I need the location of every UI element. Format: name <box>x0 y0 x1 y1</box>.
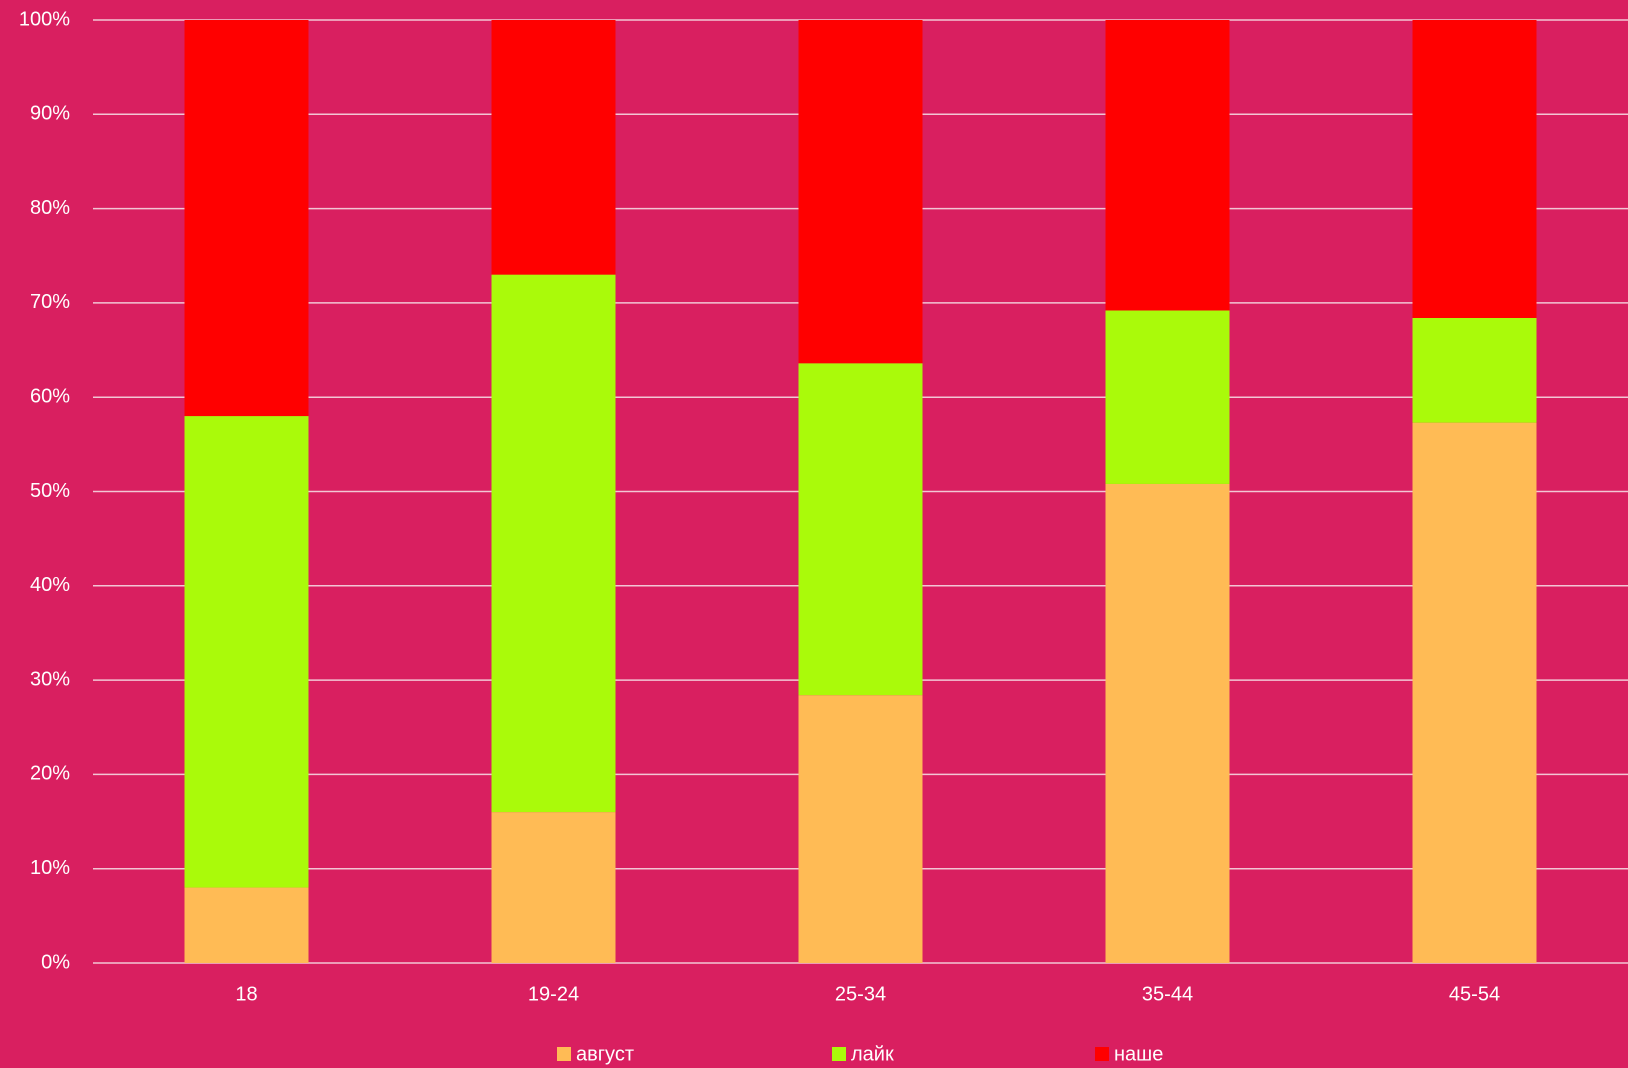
y-tick-label: 80% <box>30 197 70 219</box>
x-tick-label: 25-34 <box>835 983 886 1005</box>
bar-segment <box>798 363 923 696</box>
bar-segment <box>1105 20 1230 311</box>
bar-segment <box>491 812 616 963</box>
legend-label: август <box>576 1043 634 1065</box>
x-tick-label: 18 <box>235 983 257 1005</box>
y-tick-label: 50% <box>30 480 70 502</box>
y-tick-label: 20% <box>30 763 70 785</box>
bar-segment <box>184 416 309 888</box>
y-tick-label: 10% <box>30 857 70 879</box>
legend-swatch <box>1095 1047 1109 1061</box>
bar-segment <box>1412 20 1537 318</box>
y-tick-label: 0% <box>41 951 70 973</box>
legend-label: лайк <box>851 1043 894 1065</box>
bar-segment <box>1412 422 1537 963</box>
bar-segment <box>184 887 309 963</box>
bar-segment <box>1412 317 1537 423</box>
legend-label: наше <box>1114 1043 1163 1065</box>
y-tick-label: 40% <box>30 574 70 596</box>
y-tick-label: 90% <box>30 103 70 125</box>
bar-segment <box>1105 483 1230 963</box>
y-tick-label: 70% <box>30 291 70 313</box>
y-tick-label: 30% <box>30 668 70 690</box>
x-tick-label: 19-24 <box>528 983 579 1005</box>
x-tick-label: 45-54 <box>1449 983 1500 1005</box>
bar-segment <box>1105 310 1230 484</box>
x-tick-label: 35-44 <box>1142 983 1193 1005</box>
bar-segment <box>184 20 309 417</box>
y-tick-label: 100% <box>19 8 70 30</box>
bar-segment <box>491 20 616 275</box>
bar-segment <box>798 20 923 364</box>
bar-segment <box>491 274 616 813</box>
y-tick-label: 60% <box>30 385 70 407</box>
bar-segment <box>798 695 923 963</box>
legend-swatch <box>832 1047 846 1061</box>
legend-swatch <box>557 1047 571 1061</box>
